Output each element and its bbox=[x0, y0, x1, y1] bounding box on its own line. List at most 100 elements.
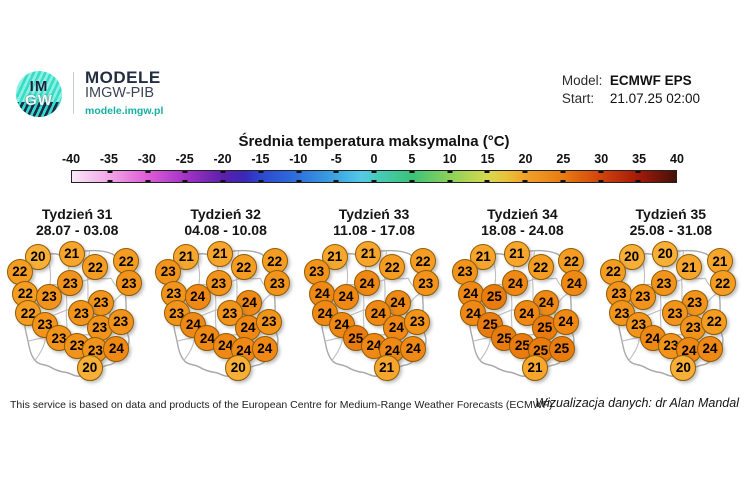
temp-marker: 21 bbox=[522, 354, 549, 381]
model-row: Model: ECMWF EPS bbox=[562, 72, 700, 89]
temp-marker: 21 bbox=[676, 254, 703, 281]
footer-credit: Wizualizacja danych: dr Alan Mandal bbox=[535, 396, 739, 410]
week-panel: Tydzień 33 11.08 - 17.08 21 21 bbox=[300, 206, 448, 390]
temp-marker: 22 bbox=[379, 254, 406, 281]
temp-marker: 23 bbox=[412, 270, 439, 297]
temp-marker: 21 bbox=[58, 240, 85, 267]
colorbar-tick-mark bbox=[371, 171, 377, 173]
brand-divider bbox=[73, 72, 74, 114]
colorbar-tick-label: -40 bbox=[61, 152, 81, 166]
colorbar-tick-label: 40 bbox=[670, 152, 684, 166]
model-info: Model: ECMWF EPS Start: 21.07.25 02:00 bbox=[562, 72, 734, 117]
colorbar-tick-mark bbox=[220, 180, 226, 182]
colorbar-tick-mark bbox=[522, 180, 528, 182]
temp-marker: 24 bbox=[180, 311, 207, 338]
model-label: Model: bbox=[561, 73, 603, 88]
temp-marker: 22 bbox=[600, 258, 627, 285]
week-panel: Tydzień 32 04.08 - 10.08 21 21 bbox=[151, 206, 299, 390]
week-title: Tydzień 31 bbox=[41, 206, 113, 222]
temp-marker: 23 bbox=[163, 300, 190, 327]
temp-marker: 21 bbox=[503, 240, 530, 267]
temp-marker: 22 bbox=[527, 254, 554, 281]
temp-marker: 20 bbox=[670, 354, 697, 381]
colorbar-tick-mark bbox=[447, 171, 452, 173]
temp-marker: 23 bbox=[404, 308, 431, 335]
temp-marker: 20 bbox=[652, 240, 679, 267]
temp-marker: 24 bbox=[333, 283, 360, 310]
poland-map: 21 21 22 22 23 24 23 24 24 24 24 24 24 24 23 25 24 24 24 21 bbox=[303, 240, 444, 390]
colorbar-tick-mark bbox=[182, 180, 188, 182]
colorbar-tick-label: -5 bbox=[330, 152, 342, 166]
week-title: Tydzień 34 bbox=[487, 206, 558, 222]
week-dates: 04.08 - 10.08 bbox=[184, 222, 267, 238]
colorbar-tick-mark bbox=[145, 171, 150, 173]
temp-marker: 22 bbox=[709, 270, 736, 297]
temp-marker: 23 bbox=[625, 311, 652, 338]
week-panel: Tydzień 31 28.07 - 03.08 20 21 bbox=[3, 206, 151, 390]
start-row: Start: 21.07.25 02:00 bbox=[562, 90, 700, 107]
colorbar-tick-label: -15 bbox=[251, 152, 270, 166]
weekly-maps: Tydzień 31 28.07 - 03.08 20 21 bbox=[3, 206, 745, 390]
temp-marker: 24 bbox=[251, 335, 278, 362]
poland-map: 20 21 22 22 22 23 23 22 23 23 22 23 23 23 23 23 23 23 24 20 bbox=[6, 240, 147, 390]
week-title: Tydzień 32 bbox=[190, 206, 261, 222]
temp-marker: 25 bbox=[548, 335, 575, 362]
colorbar-tick-label: 25 bbox=[556, 152, 571, 166]
colorbar-tick-label: 20 bbox=[518, 152, 533, 166]
colorbar-tick-mark bbox=[635, 180, 641, 182]
week-dates: 11.08 - 17.08 bbox=[333, 222, 415, 238]
week-dates: 18.08 - 24.08 bbox=[481, 222, 564, 238]
temp-marker: 23 bbox=[116, 270, 142, 297]
temp-marker: 23 bbox=[303, 258, 330, 285]
temp-marker: 25 bbox=[491, 325, 518, 352]
colorbar-tick-mark bbox=[560, 180, 566, 182]
colorbar-tick-labels: -40 -35 -30 -25 -20 -15 -10 -5 0 5 10 15 20 25 30 35 40 bbox=[62, 152, 684, 168]
colorbar-tick-mark bbox=[220, 171, 226, 173]
colorbar-tick-mark bbox=[107, 180, 113, 182]
logo-letters: IM GW bbox=[16, 71, 62, 117]
temp-marker: 24 bbox=[552, 308, 579, 335]
colorbar-tick-mark bbox=[333, 180, 339, 182]
temp-marker: 23 bbox=[68, 300, 95, 327]
temp-marker: 20 bbox=[76, 354, 103, 381]
temp-marker: 23 bbox=[107, 308, 134, 335]
colorbar-tick-mark bbox=[635, 171, 641, 173]
colorbar-tick-mark bbox=[296, 171, 301, 173]
brand-title: MODELE bbox=[85, 68, 161, 87]
week-panel: Tydzień 34 18.08 - 24.08 21 21 bbox=[448, 206, 596, 390]
temp-marker: 24 bbox=[328, 311, 355, 338]
brand-url-link[interactable]: modele.imgw.pl bbox=[85, 105, 164, 117]
colorbar-tick-mark bbox=[598, 171, 603, 173]
temp-marker: 23 bbox=[629, 283, 656, 310]
temp-marker: 24 bbox=[697, 335, 724, 362]
colorbar-tick-label: 15 bbox=[480, 152, 495, 166]
temp-marker: 24 bbox=[103, 335, 130, 362]
logo-stripe-band bbox=[16, 102, 62, 117]
week-title: Tydzień 33 bbox=[338, 206, 410, 222]
colorbar-tick-label: 35 bbox=[632, 152, 647, 166]
footer-attribution: This service is based on data and produc… bbox=[10, 399, 553, 411]
temp-marker: 23 bbox=[264, 270, 291, 297]
temp-marker: 23 bbox=[36, 283, 63, 310]
temp-marker: 23 bbox=[256, 308, 282, 335]
colorbar-tick-label: -25 bbox=[175, 152, 194, 166]
poland-map: 20 20 21 21 22 23 22 23 23 23 23 23 23 23 22 24 23 24 24 20 bbox=[600, 240, 741, 390]
temp-marker: 21 bbox=[207, 240, 233, 267]
temp-marker: 23 bbox=[662, 300, 689, 327]
colorbar-tick-mark bbox=[447, 180, 452, 182]
poland-map: 21 21 22 22 23 23 23 23 24 24 23 23 24 24 23 24 24 24 24 20 bbox=[155, 240, 296, 390]
imgw-brand: IM GW MODELE IMGW-PIB modele.imgw.pl bbox=[16, 66, 163, 117]
colorbar-gradient bbox=[71, 170, 677, 183]
temp-marker: 25 bbox=[481, 283, 508, 310]
colorbar-tick-mark bbox=[598, 180, 603, 182]
temp-marker: 22 bbox=[6, 258, 33, 285]
colorbar-tick-mark bbox=[409, 180, 415, 182]
temp-marker: 22 bbox=[113, 248, 140, 275]
temp-marker: 24 bbox=[184, 283, 211, 310]
poland-map: 21 21 22 22 23 24 24 24 25 24 24 24 25 25 24 25 25 25 25 21 bbox=[452, 240, 592, 390]
week-title: Tydzień 35 bbox=[635, 206, 707, 222]
temp-marker: 23 bbox=[452, 258, 479, 285]
colorbar-tick-mark bbox=[258, 171, 264, 173]
legend-title: Średnia temperatura maksymalna (°C) bbox=[238, 133, 510, 150]
